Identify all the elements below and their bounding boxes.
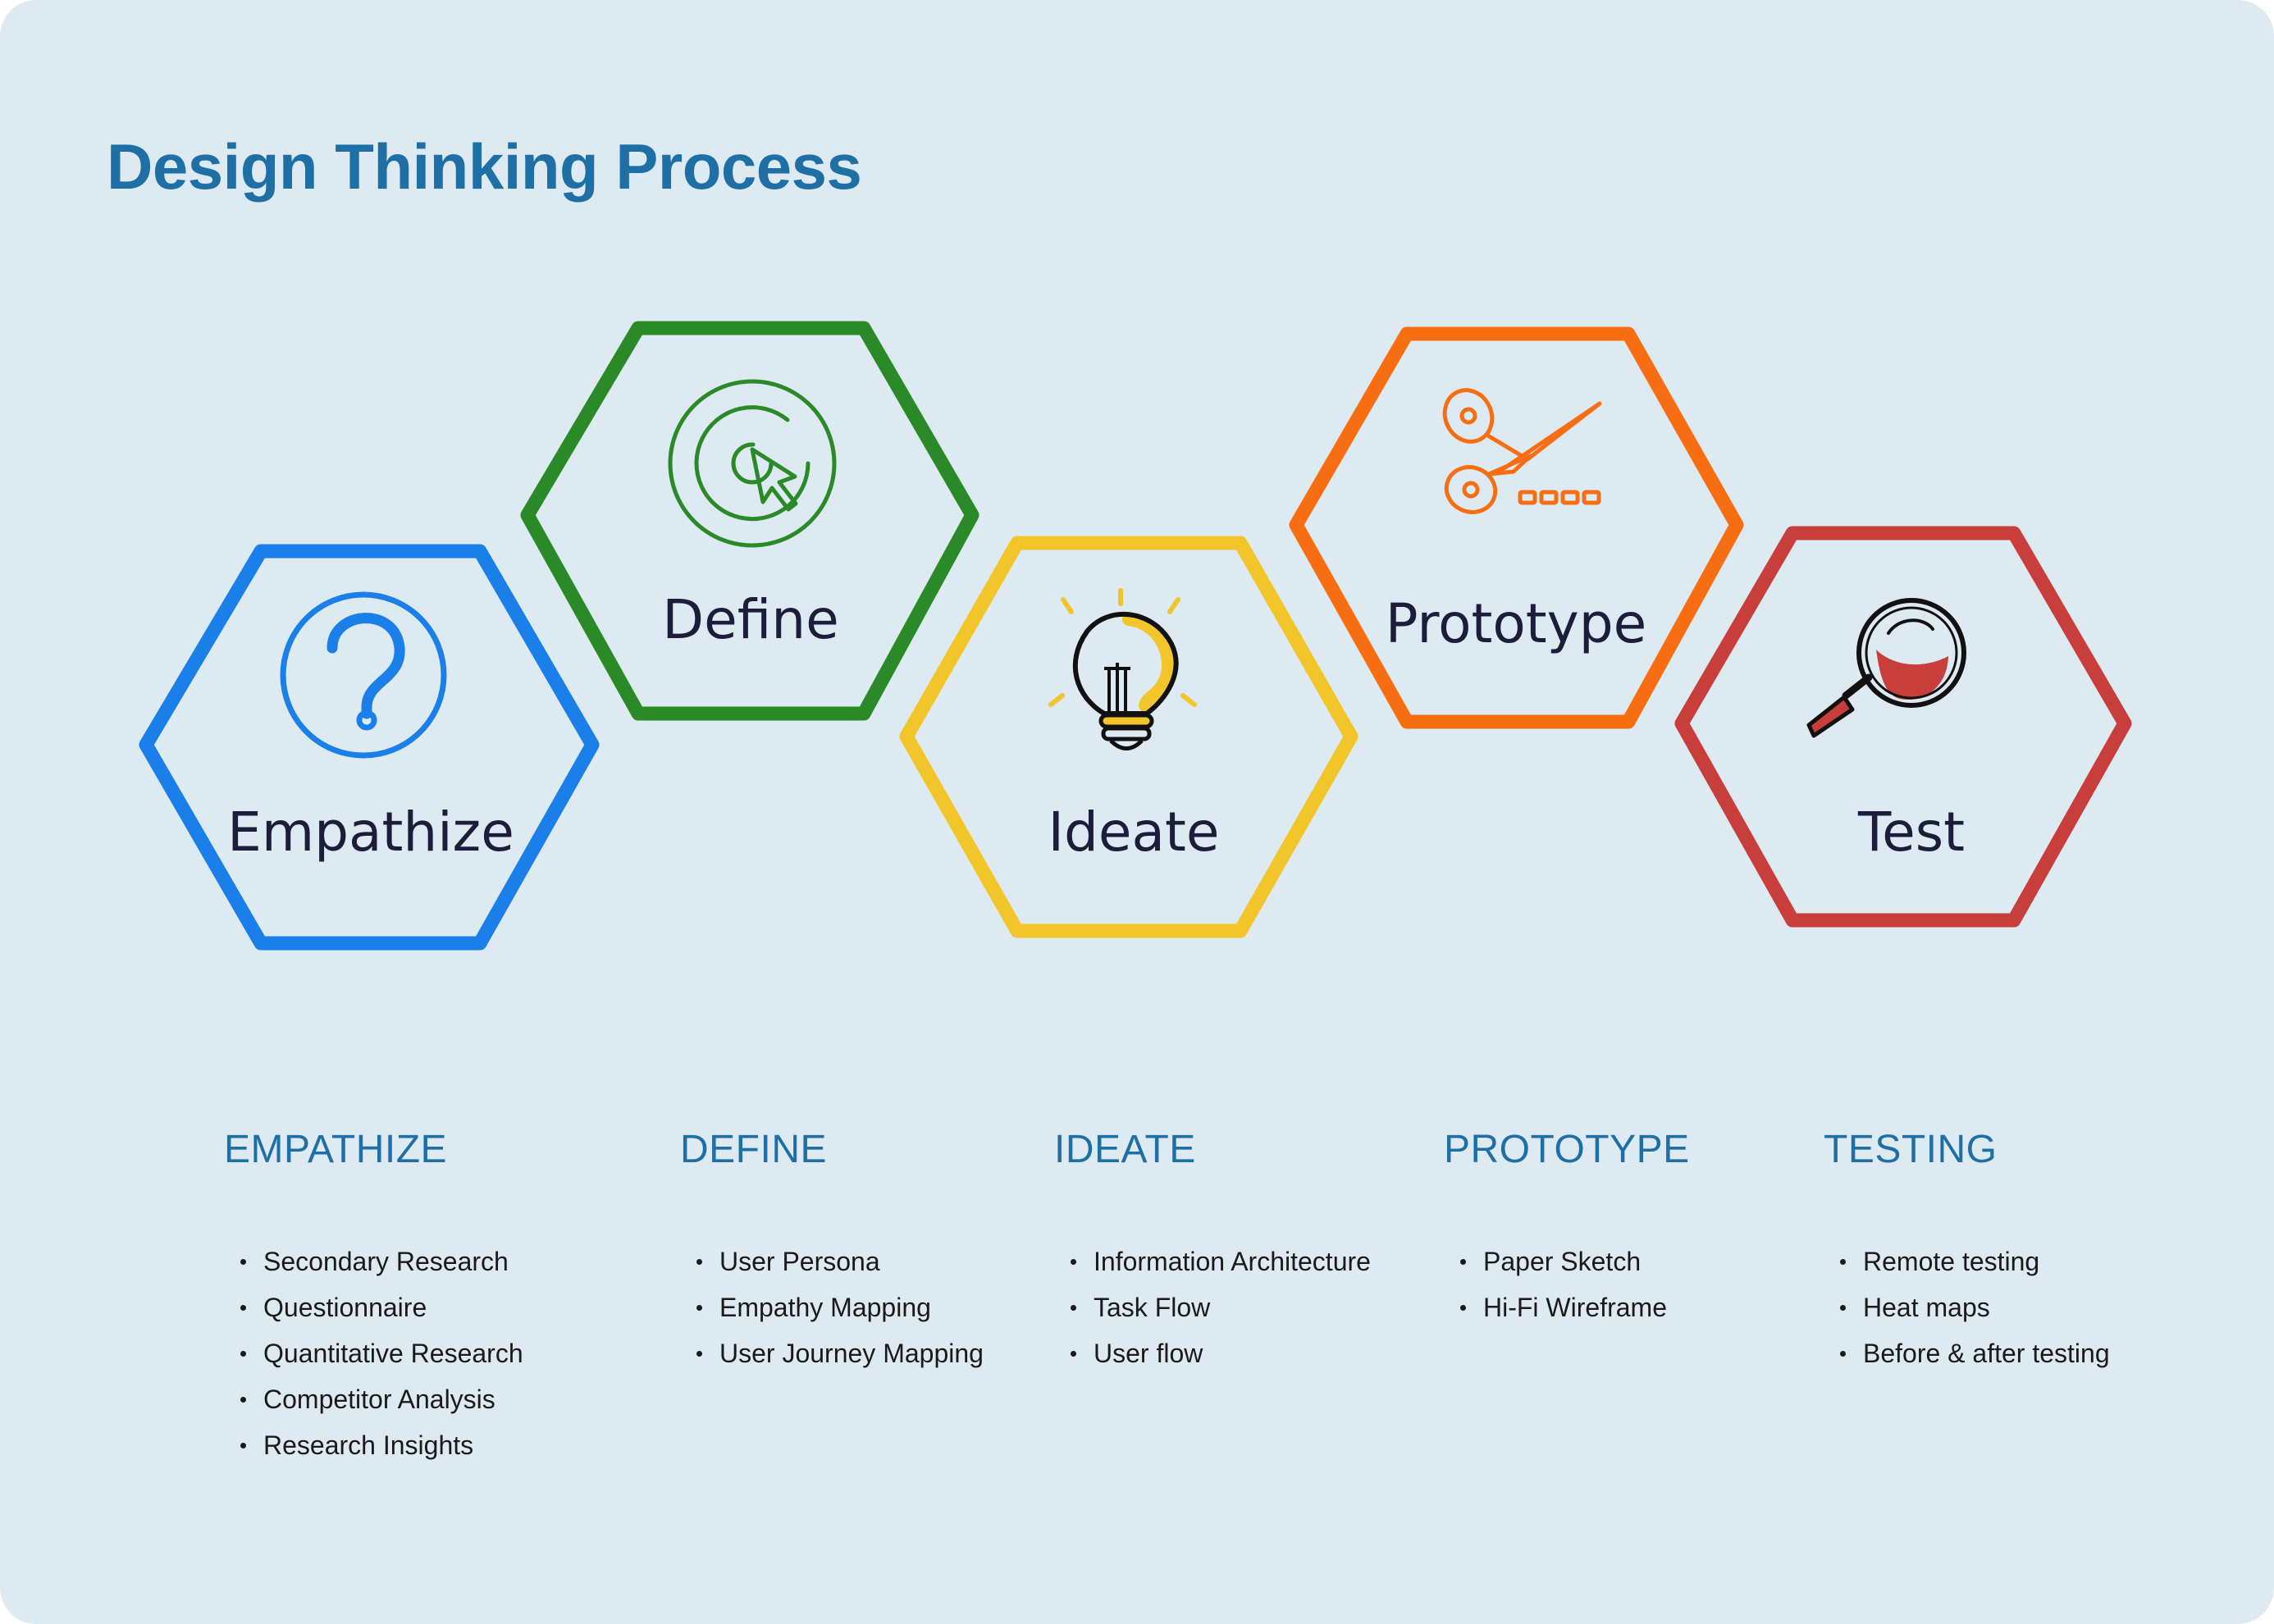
target-cursor-icon xyxy=(668,379,837,548)
hexagon-define-outline xyxy=(520,321,979,721)
list-item: Research Insights xyxy=(240,1422,523,1468)
column-ideate: IDEATE Information Architecture Task Flo… xyxy=(1054,1125,1371,1368)
list-item: Heat maps xyxy=(1840,1284,2110,1330)
list-item: Empathy Mapping xyxy=(696,1284,984,1330)
list-item: Information Architecture xyxy=(1071,1239,1371,1284)
list-item: Paper Sketch xyxy=(1460,1239,1667,1284)
list-item: User Journey Mapping xyxy=(696,1330,984,1376)
scissors-icon xyxy=(1442,388,1602,514)
hex-test: Test xyxy=(1674,526,2132,928)
column-testing: TESTING Remote testing Heat maps Before … xyxy=(1824,1125,2110,1368)
hex-label-ideate: Ideate xyxy=(1048,801,1220,864)
column-empathize: EMPATHIZE Secondary Research Questionnai… xyxy=(224,1125,523,1460)
column-heading: IDEATE xyxy=(1054,1128,1196,1171)
list-item: User flow xyxy=(1071,1330,1371,1376)
list-item: Quantitative Research xyxy=(240,1330,523,1376)
list-item: Competitor Analysis xyxy=(240,1376,523,1422)
hex-ideate: Ideate xyxy=(899,536,1358,938)
list-item: Before & after testing xyxy=(1840,1330,2110,1376)
column-define: DEFINE User Persona Empathy Mapping User… xyxy=(680,1125,984,1368)
page-title: Design Thinking Process xyxy=(107,130,862,203)
hex-label-prototype: Prototype xyxy=(1386,592,1646,655)
list-item: Secondary Research xyxy=(240,1239,523,1284)
lightbulb-icon xyxy=(1048,588,1197,750)
hex-empathize: Empathize xyxy=(139,544,600,951)
column-prototype: PROTOTYPE Paper Sketch Hi-Fi Wireframe xyxy=(1444,1125,1690,1322)
hex-prototype: Prototype xyxy=(1289,326,1744,729)
hexagon-test-outline xyxy=(1674,526,2132,928)
hexagon-prototype-outline xyxy=(1289,326,1744,729)
column-heading: PROTOTYPE xyxy=(1444,1128,1690,1171)
column-list: Secondary Research Questionnaire Quantit… xyxy=(240,1239,523,1468)
hex-label-test: Test xyxy=(1857,801,1965,864)
list-item: Hi-Fi Wireframe xyxy=(1460,1284,1667,1330)
column-heading: TESTING xyxy=(1824,1128,1998,1171)
column-list: Remote testing Heat maps Before & after … xyxy=(1840,1239,2110,1376)
hexagon-ideate-outline xyxy=(899,536,1358,938)
list-item: Remote testing xyxy=(1840,1239,2110,1284)
list-item: Task Flow xyxy=(1071,1284,1371,1330)
question-mark-icon xyxy=(280,591,447,759)
magnifying-glass-icon xyxy=(1806,598,1966,738)
hex-label-empathize: Empathize xyxy=(227,801,514,864)
column-heading: DEFINE xyxy=(680,1128,828,1171)
hex-label-define: Define xyxy=(662,588,838,651)
column-heading: EMPATHIZE xyxy=(224,1128,448,1171)
hex-define: Define xyxy=(520,321,979,721)
hexagon-empathize-outline xyxy=(139,544,600,951)
column-list: Paper Sketch Hi-Fi Wireframe xyxy=(1460,1239,1667,1330)
column-list: User Persona Empathy Mapping User Journe… xyxy=(696,1239,984,1376)
column-list: Information Architecture Task Flow User … xyxy=(1071,1239,1371,1376)
list-item: Questionnaire xyxy=(240,1284,523,1330)
list-item: User Persona xyxy=(696,1239,984,1284)
